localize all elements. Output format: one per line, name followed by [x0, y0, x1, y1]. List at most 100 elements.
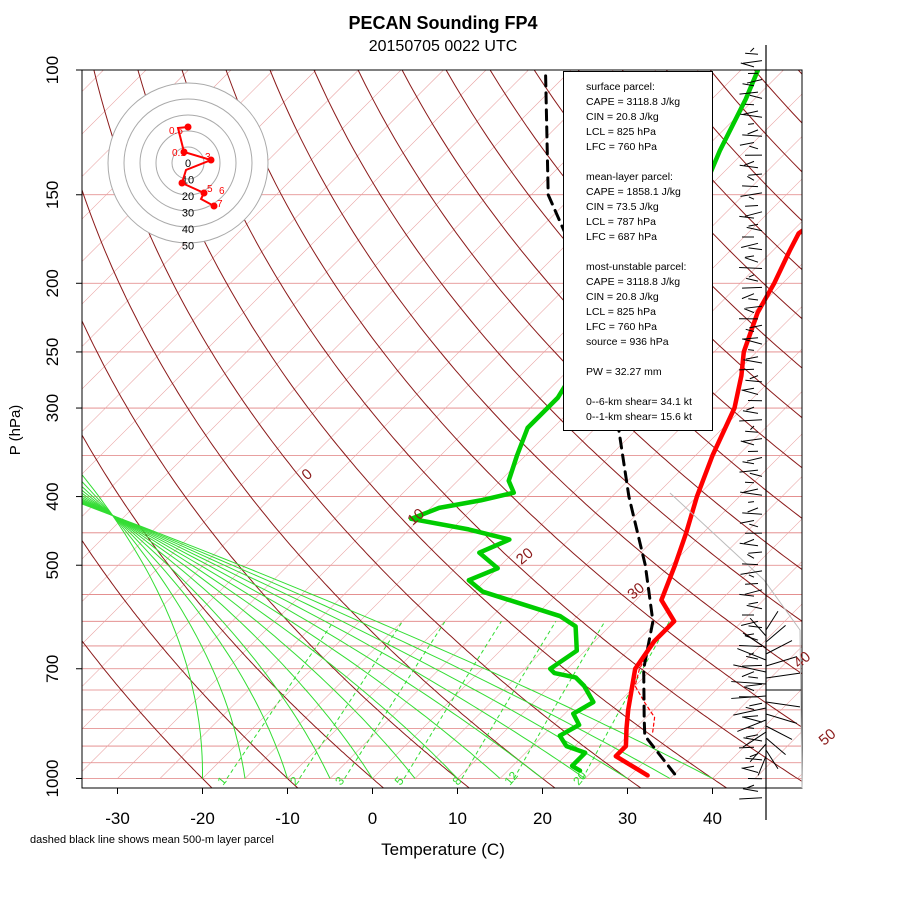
wind-barb — [740, 570, 763, 575]
wind-barb — [743, 359, 763, 364]
hodograph-trace — [176, 126, 215, 207]
wind-barb — [765, 625, 786, 643]
wind-barb — [749, 324, 763, 329]
wind-barb — [747, 176, 755, 181]
wind-barb — [742, 716, 763, 723]
hodograph-point-label: 0.1 — [172, 148, 186, 159]
isotherm-line — [82, 70, 529, 517]
hodograph-point-label: 7 — [217, 199, 223, 210]
mean-layer-cape: CAPE = 1858.1 J/kg — [586, 186, 681, 198]
wind-barb — [745, 356, 759, 360]
wind-barb — [748, 223, 759, 227]
wind-barb — [745, 255, 755, 258]
y-tick-label: 200 — [43, 269, 62, 297]
mean-layer-header: mean-layer parcel: — [586, 171, 673, 183]
wind-barb — [748, 247, 763, 251]
mixing-ratio-label: 3 — [332, 774, 347, 788]
wind-barb — [744, 257, 759, 263]
wind-barb — [742, 60, 763, 64]
y-tick-label: 100 — [43, 56, 62, 84]
wind-barb — [739, 368, 755, 371]
wind-barb — [757, 755, 767, 776]
moist-adiabat — [82, 502, 671, 779]
wind-barb — [742, 286, 763, 289]
wind-barb — [741, 389, 759, 395]
mixing-ratio-line — [344, 621, 446, 779]
isotherm-line — [82, 70, 657, 645]
wind-barb — [749, 617, 767, 637]
most-unstable-cape: CAPE = 3118.8 J/kg — [586, 276, 681, 288]
precipitable-water: PW = 32.27 mm — [586, 366, 662, 378]
wind-barb — [748, 574, 755, 578]
wind-barb — [737, 648, 767, 661]
wind-barbs — [731, 45, 801, 820]
wind-barb — [747, 507, 759, 513]
dry-adiabat-label: 0 — [299, 465, 316, 483]
dry-adiabat — [753, 70, 802, 124]
x-tick-label: -30 — [105, 809, 130, 828]
wind-barb — [749, 702, 763, 707]
moist-adiabat — [82, 473, 203, 779]
wind-barb — [741, 242, 759, 249]
hodograph-ring — [139, 114, 237, 212]
wind-barb — [746, 406, 755, 411]
wind-barb — [739, 91, 759, 95]
x-axis-label: Temperature (C) — [381, 840, 505, 859]
isotherm-line — [627, 603, 802, 779]
mixing-ratio-label: 8 — [449, 774, 464, 788]
isotherm-line — [82, 70, 572, 560]
wind-barb — [748, 123, 755, 125]
wind-barb — [743, 737, 763, 742]
wind-barb — [745, 52, 759, 55]
wind-barb — [742, 788, 759, 792]
footnote: dashed black line shows mean 500-m layer… — [30, 834, 274, 846]
plot-frame — [81, 69, 803, 789]
dry-adiabat — [82, 188, 556, 788]
shear-0-6km: 0--6-km shear= 34.1 kt — [586, 396, 692, 408]
x-tick-label: 20 — [533, 809, 552, 828]
wind-barb — [746, 604, 763, 610]
wind-barb — [739, 593, 755, 597]
y-axis-label: P (hPa) — [7, 405, 24, 456]
wind-barb — [746, 784, 755, 789]
moist-adiabat — [82, 498, 501, 779]
wind-barb — [744, 589, 763, 595]
shear-0-1km: 0--1-km shear= 15.6 kt — [586, 411, 692, 423]
isotherm-line — [882, 70, 900, 779]
wind-barb — [739, 520, 755, 524]
y-tick-label: 400 — [43, 482, 62, 510]
wind-barb — [746, 457, 763, 462]
hodograph-point-label: 0.5 — [169, 126, 183, 137]
wind-barb — [765, 610, 779, 631]
wind-barb — [741, 767, 759, 773]
wind-barb — [745, 706, 755, 710]
wind-barb — [765, 672, 801, 679]
hodograph-point-label: 3 — [205, 152, 211, 163]
wind-barb — [739, 164, 759, 169]
dry-adiabat — [828, 54, 900, 793]
surface-lfc: LFC = 760 hPa — [586, 141, 657, 153]
wind-barb — [741, 620, 759, 627]
wind-barb — [746, 277, 759, 282]
wind-barb — [765, 737, 786, 755]
mean-layer-parcel-trace — [544, 70, 677, 776]
wind-barb — [745, 683, 763, 687]
wind-barb — [750, 425, 755, 430]
hodograph-point — [184, 123, 192, 131]
wind-barb — [742, 715, 759, 718]
wind-barb — [748, 274, 755, 278]
wind-barb — [733, 707, 767, 716]
y-tick-label: 300 — [43, 394, 62, 422]
mean-layer-lcl: LCL = 787 hPa — [586, 216, 656, 228]
mixing-ratio-line — [226, 621, 335, 779]
wind-barb — [746, 79, 763, 84]
wind-barb — [749, 743, 767, 763]
mean-layer-cin: CIN = 73.5 J/kg — [586, 201, 659, 213]
wind-barb — [742, 83, 755, 87]
wind-barb — [739, 142, 755, 146]
wind-barb — [748, 173, 763, 176]
isotherm-line — [797, 773, 802, 779]
mixing-ratio-line — [461, 621, 557, 779]
wind-barb — [748, 298, 759, 301]
